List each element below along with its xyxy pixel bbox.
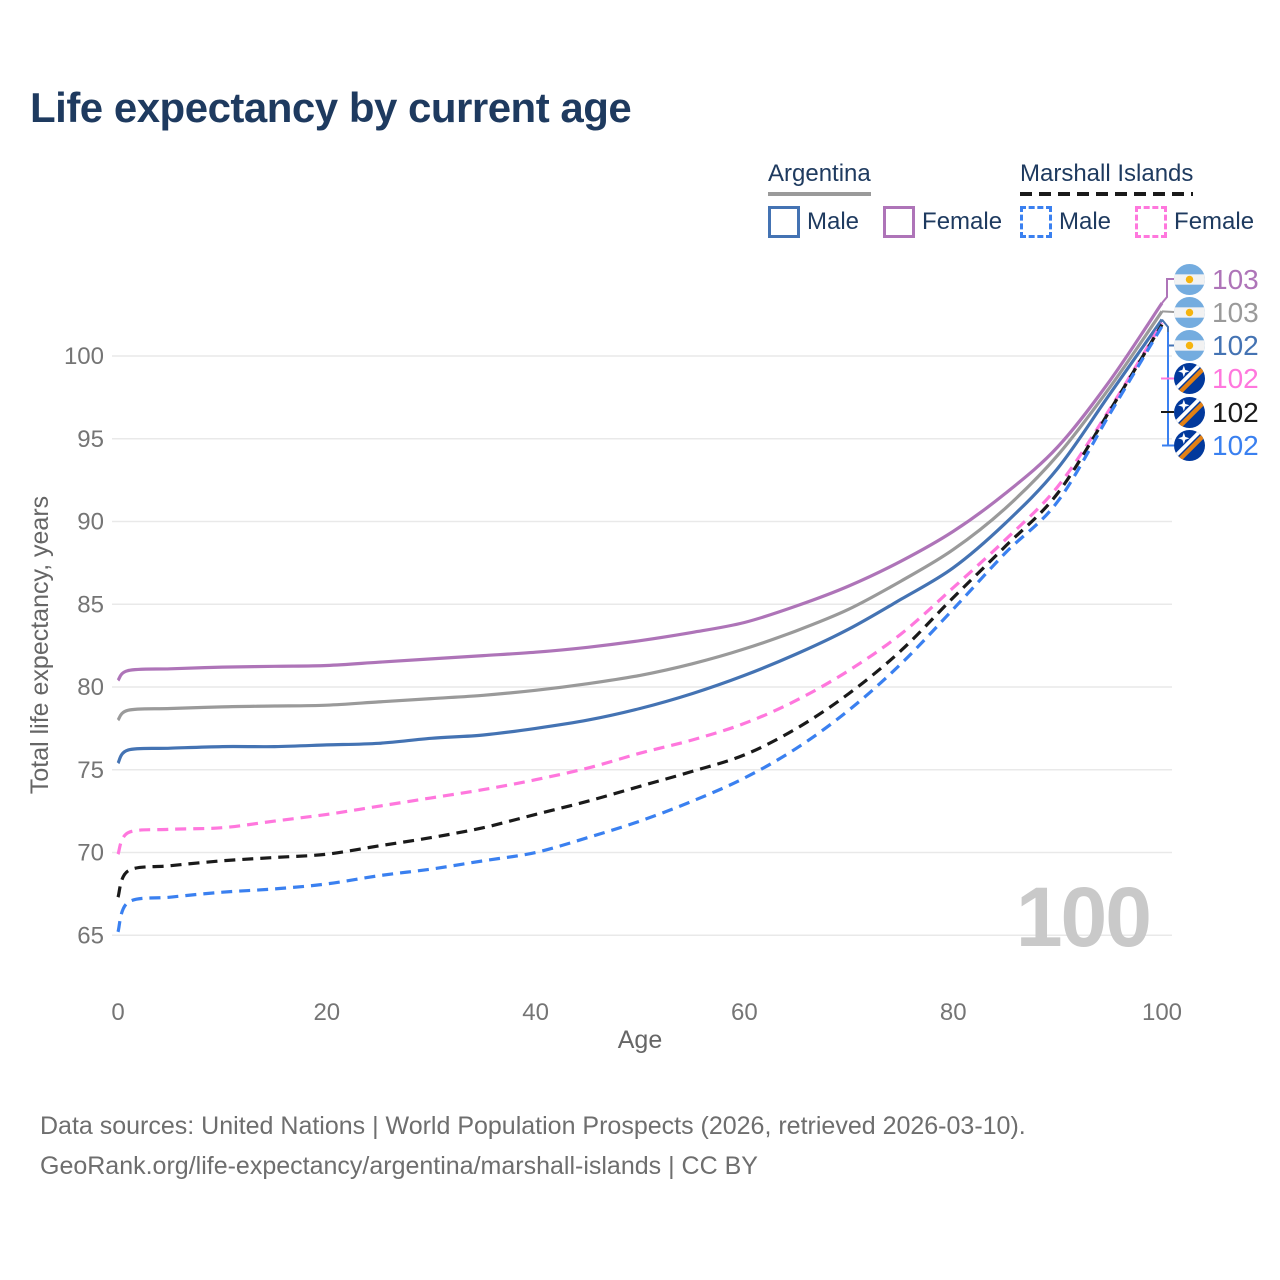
marshall-islands-female-swatch (1135, 206, 1168, 238)
y-axis-tick-labels: 65 70 75 80 85 90 95 100 (64, 343, 104, 949)
argentina-flag-icon (1174, 330, 1205, 361)
marshall-islands-flag-icon (1174, 363, 1205, 394)
line-argentina-female (116, 302, 1164, 682)
y-tick-label: 65 (77, 922, 104, 949)
end-label-connectors (1161, 278, 1175, 447)
end-label-value: 103 (1212, 263, 1259, 295)
line-marshall-islands-male (116, 325, 1164, 933)
attribution-line: GeoRank.org/life-expectancy/argentina/ma… (40, 1152, 758, 1180)
line-marshall-islands-female (116, 322, 1164, 855)
marshall-islands-male-swatch (1020, 206, 1052, 238)
y-tick-label: 80 (77, 674, 104, 701)
line-argentina-both (116, 310, 1164, 722)
argentina-male-swatch (768, 206, 800, 238)
x-tick-label: 80 (940, 999, 967, 1026)
legend-country-argentina[interactable]: Argentina (768, 160, 871, 187)
x-tick-label: 40 (522, 999, 549, 1026)
y-tick-label: 75 (77, 757, 104, 784)
legend-item-argentina-male[interactable]: Male (768, 206, 859, 238)
end-label-value: 102 (1212, 430, 1259, 461)
data-source-note: Data sources: United Nations | World Pop… (40, 1106, 1026, 1186)
x-tick-label: 100 (1142, 999, 1182, 1026)
y-tick-label: 90 (77, 509, 104, 536)
y-tick-label: 100 (64, 343, 104, 370)
end-label-row-marshall-islands-both[interactable]: 102 (1174, 396, 1259, 428)
legend-country-marshall-islands[interactable]: Marshall Islands (1020, 160, 1194, 187)
y-tick-label: 85 (77, 591, 104, 618)
x-tick-label: 20 (313, 999, 340, 1026)
line-argentina-male (116, 318, 1164, 765)
legend-item-marshall-islands-female[interactable]: Female (1135, 206, 1254, 238)
gridlines (112, 355, 1172, 937)
end-label-row-marshall-islands-male[interactable]: 102 (1174, 430, 1259, 461)
end-label-row-argentina-male[interactable]: 102 (1174, 330, 1259, 361)
legend-line-sample-argentina (768, 192, 871, 196)
argentina-flag-icon (1174, 263, 1205, 295)
end-label-row-argentina-both[interactable]: 103 (1174, 296, 1259, 328)
legend-group-marshall-islands: Marshall Islands Male Female (1020, 160, 1254, 238)
x-tick-label: 0 (111, 999, 124, 1026)
end-label-value: 103 (1212, 296, 1259, 328)
end-label-value: 102 (1212, 396, 1259, 428)
source-line: Data sources: United Nations | World Pop… (40, 1112, 1026, 1140)
age-watermark: 100 (1016, 870, 1150, 964)
series-lines (116, 302, 1164, 933)
argentina-flag-icon (1174, 296, 1205, 328)
leader-line (1161, 310, 1175, 313)
end-label-row-argentina-female[interactable]: 103 (1174, 263, 1259, 295)
line-marshall-islands-both (116, 323, 1164, 898)
end-label-row-marshall-islands-female[interactable]: 102 (1174, 363, 1259, 394)
legend-line-sample-marshall-islands (1020, 192, 1193, 196)
marshall-islands-flag-icon (1174, 430, 1205, 461)
x-axis-title: Age (618, 1026, 662, 1054)
leader-line (1161, 278, 1174, 304)
leader-line (1162, 332, 1174, 447)
end-label-value: 102 (1212, 330, 1259, 361)
y-tick-label: 95 (77, 426, 104, 453)
y-axis-title: Total life expectancy, years (26, 496, 54, 794)
end-label-value: 102 (1212, 363, 1259, 394)
marshall-islands-flag-icon (1174, 396, 1205, 428)
legend-item-marshall-islands-male[interactable]: Male (1020, 206, 1111, 238)
legend-group-argentina: Argentina Male Female (768, 160, 1002, 238)
legend-item-argentina-female[interactable]: Female (883, 206, 1002, 238)
y-tick-label: 70 (77, 840, 104, 867)
x-tick-label: 60 (731, 999, 758, 1026)
x-axis-tick-labels: 0 20 40 60 80 100 (111, 999, 1182, 1026)
argentina-female-swatch (883, 206, 916, 238)
page-title: Life expectancy by current age (30, 84, 632, 131)
